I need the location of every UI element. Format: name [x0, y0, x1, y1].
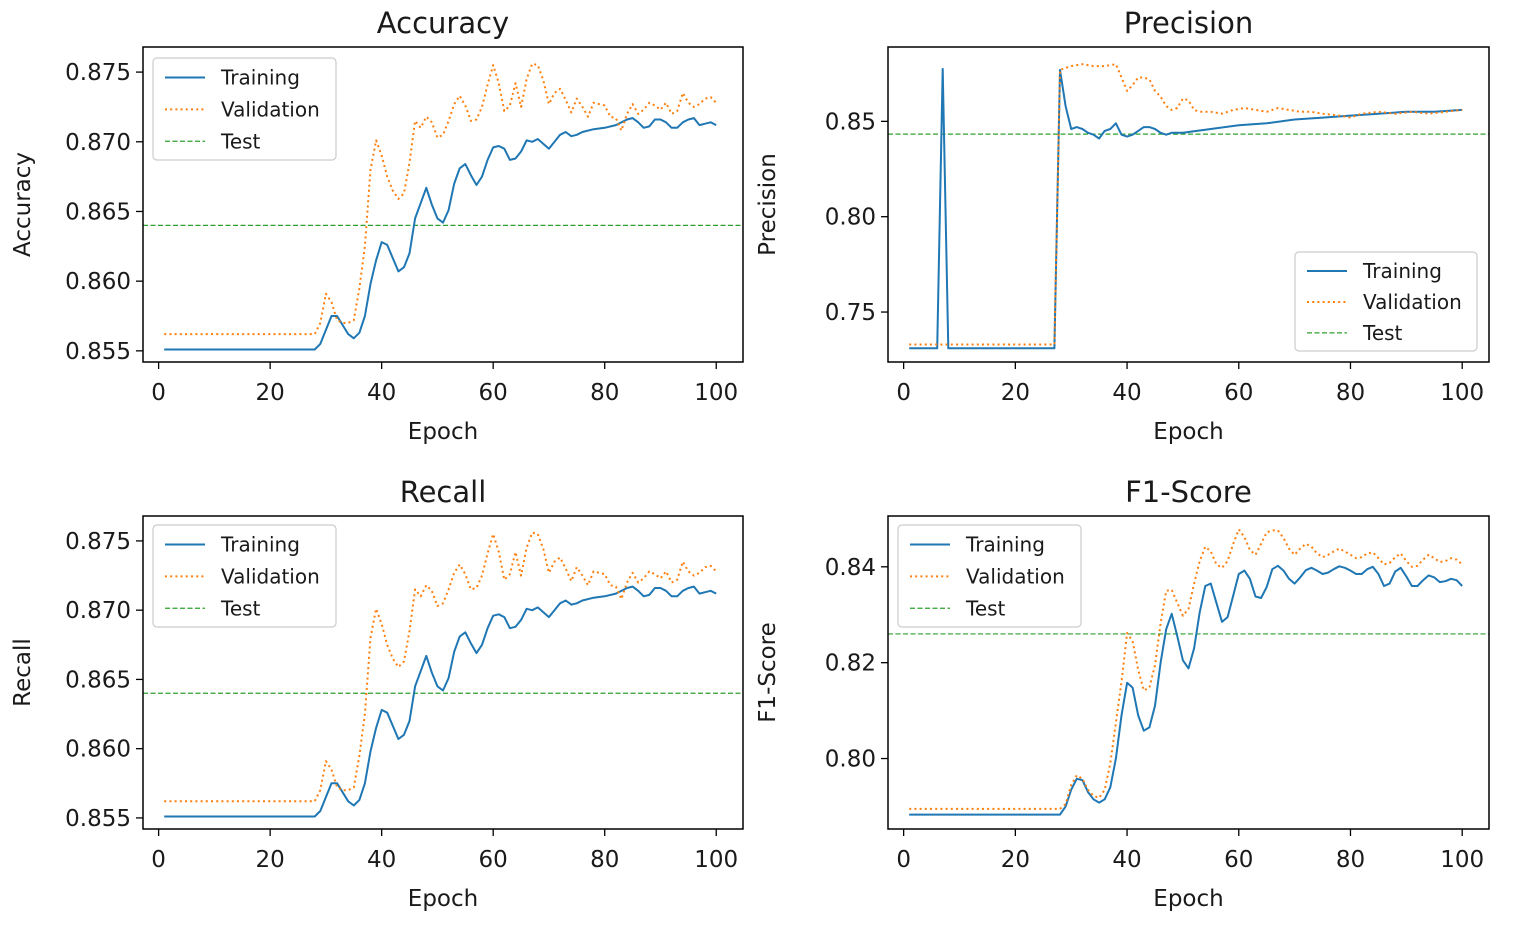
- legend-label: Training: [965, 533, 1045, 557]
- training-series-line: [909, 67, 1463, 350]
- x-tick-label: 80: [590, 380, 619, 406]
- x-tick-label: 20: [255, 380, 284, 406]
- x-tick-label: 20: [1001, 847, 1030, 873]
- y-tick-label: 0.860: [65, 269, 131, 295]
- validation-series-line: [909, 528, 1463, 810]
- y-tick-label: 0.855: [65, 339, 131, 365]
- panel-f1-score: F1-Score 0 20 40 60 80 100 0.80 0.82 0.84 Epoch F1-…: [755, 475, 1490, 912]
- legend-label: Test: [965, 596, 1006, 620]
- x-axis-label: Epoch: [1153, 886, 1223, 912]
- legend-label: Validation: [1363, 290, 1462, 314]
- legend-box: [152, 524, 337, 628]
- axes-frame: [887, 515, 1490, 830]
- x-axis-label: Epoch: [1153, 419, 1223, 445]
- x-tick-label: 60: [1224, 847, 1253, 873]
- panel-precision: Precision 0 20 40 60 80 100 0.75 0.80 0.85 Epoch Pr…: [755, 6, 1490, 445]
- y-tick-label: 0.875: [65, 529, 131, 555]
- y-tick-label: 0.75: [825, 300, 876, 326]
- y-tick-label: 0.870: [65, 130, 131, 156]
- x-tick-label: 40: [367, 847, 396, 873]
- y-tick-label: 0.85: [825, 109, 876, 135]
- x-tick-label: 0: [896, 847, 911, 873]
- y-tick-label: 0.80: [825, 205, 876, 231]
- chart-title: Precision: [1124, 6, 1253, 40]
- training-series-line: [164, 117, 717, 351]
- y-tick-label: 0.860: [65, 737, 131, 763]
- legend-label: Validation: [966, 564, 1065, 588]
- validation-series-line: [164, 62, 717, 336]
- legend: Training Validation Test: [152, 57, 337, 161]
- x-tick-label: 100: [1440, 847, 1484, 873]
- y-tick-label: 0.870: [65, 598, 131, 624]
- y-tick-label: 0.875: [65, 60, 131, 86]
- panel-accuracy: Accuracy 0 20 40 60 80 100 0.855 0.860 0.865 0.870…: [10, 6, 744, 445]
- x-tick-label: 80: [590, 847, 619, 873]
- legend-box: [897, 524, 1082, 628]
- y-tick-label: 0.80: [825, 747, 876, 773]
- x-tick-label: 40: [367, 380, 396, 406]
- chart-title: Accuracy: [377, 6, 509, 40]
- validation-series-line: [164, 531, 717, 803]
- training-series-line: [164, 585, 717, 818]
- chart-title: F1-Score: [1125, 475, 1252, 509]
- y-tick-label: 0.82: [825, 651, 876, 677]
- axes-frame: [142, 46, 744, 363]
- legend: Training Validation Test: [897, 524, 1082, 628]
- chart-title: Recall: [400, 475, 487, 509]
- legend-label: Training: [220, 533, 300, 557]
- x-tick-label: 100: [694, 847, 738, 873]
- legend: Training Validation Test: [1294, 251, 1478, 352]
- legend-label: Test: [220, 129, 261, 153]
- y-axis-label: F1-Score: [755, 622, 781, 723]
- panel-recall: Recall 0 20 40 60 80 100 0.855 0.860 0.865 0.870 0.…: [10, 475, 744, 912]
- legend-label: Validation: [221, 564, 320, 588]
- x-tick-label: 0: [151, 380, 166, 406]
- axes-frame: [887, 46, 1490, 363]
- x-tick-label: 80: [1336, 847, 1365, 873]
- x-tick-label: 100: [694, 380, 738, 406]
- legend-box: [1294, 251, 1478, 352]
- x-tick-label: 60: [479, 847, 508, 873]
- x-axis-label: Epoch: [408, 419, 478, 445]
- x-tick-label: 20: [1001, 380, 1030, 406]
- x-tick-label: 40: [1112, 380, 1141, 406]
- y-axis-label: Recall: [10, 638, 36, 707]
- legend-label: Test: [1362, 321, 1403, 345]
- y-axis-label: Precision: [755, 153, 781, 256]
- legend: Training Validation Test: [152, 524, 337, 628]
- x-tick-label: 40: [1112, 847, 1141, 873]
- y-tick-label: 0.865: [65, 667, 131, 693]
- x-tick-label: 60: [479, 380, 508, 406]
- x-tick-label: 80: [1336, 380, 1365, 406]
- legend-label: Training: [220, 66, 300, 90]
- x-tick-label: 60: [1224, 380, 1253, 406]
- x-tick-label: 0: [151, 847, 166, 873]
- x-axis-label: Epoch: [408, 886, 478, 912]
- x-tick-label: 0: [896, 380, 911, 406]
- legend-label: Test: [220, 596, 261, 620]
- legend-label: Training: [1362, 259, 1442, 283]
- training-series-line: [909, 564, 1463, 816]
- y-tick-label: 0.865: [65, 199, 131, 225]
- y-tick-label: 0.855: [65, 806, 131, 832]
- axes-frame: [142, 515, 744, 830]
- x-tick-label: 100: [1440, 380, 1484, 406]
- x-tick-label: 20: [255, 847, 284, 873]
- y-axis-label: Accuracy: [10, 152, 36, 257]
- y-tick-label: 0.84: [825, 555, 876, 581]
- legend-box: [152, 57, 337, 161]
- legend-label: Validation: [221, 97, 320, 121]
